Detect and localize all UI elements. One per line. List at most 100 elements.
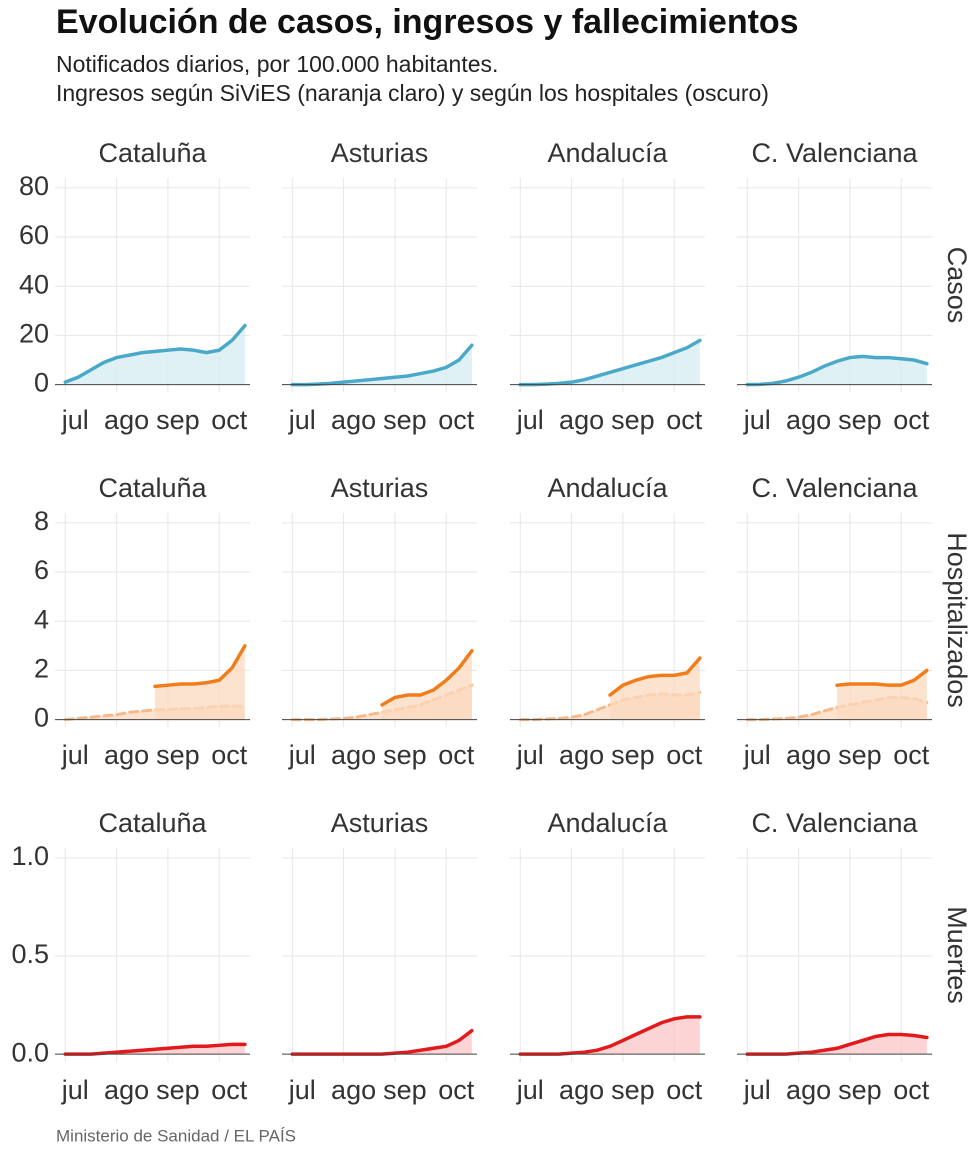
x-tick-label: ago: [559, 1075, 604, 1105]
y-tick-label: 0: [34, 703, 49, 733]
x-tick-label: jul: [288, 740, 316, 770]
x-tick-label: oct: [211, 405, 248, 435]
x-tick-label: ago: [559, 740, 604, 770]
panel-title: Asturias: [331, 473, 429, 503]
x-tick-label: jul: [516, 1075, 544, 1105]
x-tick-label: sep: [156, 405, 200, 435]
line: [380, 648, 474, 707]
x-tick-label: jul: [743, 740, 771, 770]
area: [747, 1034, 927, 1055]
area: [155, 645, 245, 720]
x-tick-label: ago: [331, 1075, 376, 1105]
area: [65, 325, 245, 385]
x-tick-label: oct: [666, 405, 703, 435]
x-tick-label: sep: [383, 1075, 427, 1105]
source: Ministerio de Sanidad / EL PAÍS: [56, 1126, 296, 1145]
x-tick-label: sep: [611, 1075, 655, 1105]
x-tick-label: jul: [743, 405, 771, 435]
x-tick-label: oct: [211, 1075, 248, 1105]
area: [747, 356, 927, 385]
x-tick-label: oct: [893, 1075, 930, 1105]
y-tick-label: 0.5: [11, 939, 49, 969]
panel-title: C. Valenciana: [751, 138, 918, 168]
x-tick-label: ago: [331, 740, 376, 770]
panel-title: Asturias: [331, 808, 429, 838]
x-tick-label: oct: [211, 740, 248, 770]
panel-title: C. Valenciana: [751, 808, 918, 838]
x-tick-label: oct: [893, 405, 930, 435]
y-tick-label: 4: [34, 604, 49, 634]
y-tick-label: 8: [34, 506, 49, 536]
x-tick-label: sep: [838, 405, 882, 435]
panel-title: Cataluña: [98, 808, 207, 838]
line: [153, 644, 247, 689]
x-tick-label: oct: [438, 405, 475, 435]
page-title: Evolución de casos, ingresos y fallecimi…: [56, 3, 799, 41]
x-tick-label: oct: [666, 1075, 703, 1105]
area: [520, 340, 700, 385]
x-tick-label: ago: [331, 405, 376, 435]
x-tick-label: sep: [156, 740, 200, 770]
x-tick-label: jul: [516, 740, 544, 770]
y-tick-label: 0.0: [11, 1037, 49, 1067]
row-label: Muertes: [942, 906, 972, 1004]
row-label: Hospitalizados: [942, 532, 972, 708]
x-tick-label: sep: [383, 405, 427, 435]
x-tick-label: jul: [61, 740, 89, 770]
x-tick-label: sep: [838, 1075, 882, 1105]
y-tick-label: 0: [34, 368, 49, 398]
x-tick-label: jul: [743, 1075, 771, 1105]
y-tick-label: 20: [19, 319, 49, 349]
x-tick-label: sep: [611, 405, 655, 435]
line: [518, 338, 702, 387]
x-tick-label: ago: [104, 1075, 149, 1105]
x-tick-label: ago: [786, 1075, 831, 1105]
line: [290, 343, 474, 387]
x-tick-label: sep: [383, 740, 427, 770]
area: [610, 658, 700, 720]
subtitle: Ingresos según SiViES (naranja claro) y …: [56, 80, 769, 106]
y-tick-label: 6: [34, 555, 49, 585]
x-tick-label: ago: [104, 740, 149, 770]
x-tick-label: sep: [156, 1075, 200, 1105]
panel-title: Andalucía: [547, 138, 668, 168]
row-label: Casos: [942, 247, 972, 324]
x-tick-label: oct: [666, 740, 703, 770]
x-tick-label: jul: [516, 405, 544, 435]
x-tick-label: ago: [786, 740, 831, 770]
x-tick-label: oct: [438, 1075, 475, 1105]
line: [835, 668, 929, 687]
line: [745, 354, 929, 387]
x-tick-label: ago: [786, 405, 831, 435]
line: [63, 323, 247, 384]
y-tick-label: 2: [34, 654, 49, 684]
panel-title: Andalucía: [547, 473, 668, 503]
x-tick-label: jul: [288, 405, 316, 435]
subtitle: Notificados diarios, por 100.000 habitan…: [56, 51, 498, 77]
line: [608, 656, 702, 697]
x-tick-label: oct: [438, 740, 475, 770]
area: [837, 670, 927, 720]
x-tick-label: oct: [893, 740, 930, 770]
y-tick-label: 80: [19, 171, 49, 201]
panel-title: Andalucía: [547, 808, 668, 838]
panel-title: Cataluña: [98, 473, 207, 503]
y-tick-label: 60: [19, 220, 49, 250]
area: [292, 345, 472, 385]
x-tick-label: jul: [61, 1075, 89, 1105]
x-tick-label: jul: [288, 1075, 316, 1105]
x-tick-label: sep: [838, 740, 882, 770]
x-tick-label: ago: [559, 405, 604, 435]
x-tick-label: ago: [104, 405, 149, 435]
area: [382, 650, 472, 720]
y-tick-label: 40: [19, 269, 49, 299]
panel-title: Asturias: [331, 138, 429, 168]
x-tick-label: jul: [61, 405, 89, 435]
panel-title: Cataluña: [98, 138, 207, 168]
panel-title: C. Valenciana: [751, 473, 918, 503]
x-tick-label: sep: [611, 740, 655, 770]
y-tick-label: 1.0: [11, 841, 49, 871]
area: [292, 1030, 472, 1055]
